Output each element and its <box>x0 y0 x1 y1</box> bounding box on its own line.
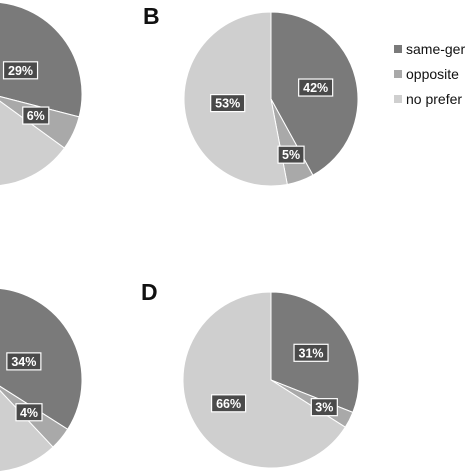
slice-label-text: 5% <box>282 148 300 162</box>
slice-label-text: 53% <box>215 97 240 111</box>
slice-label-box <box>6 352 42 371</box>
panel-letter-d: D <box>141 279 158 305</box>
pie-2-label-same-gender: 42% <box>298 78 334 97</box>
legend-swatch-same-gender <box>394 45 402 53</box>
pie-4-label-opposite: 3% <box>310 398 338 417</box>
pie-3-slice-no-preference <box>0 389 54 472</box>
pie-1-slice-no-preference <box>0 100 66 186</box>
slice-label-box <box>22 106 50 125</box>
slice-label-box <box>15 403 43 422</box>
slice-label-box <box>293 343 329 362</box>
legend-label-same-gender: same-ger <box>406 41 465 57</box>
pie-4-label-no-preference: 66% <box>210 394 247 413</box>
pie-2-label-opposite: 5% <box>277 145 305 164</box>
pie-3-label-same-gender: 34% <box>6 352 42 371</box>
slice-labels-layer: 29% 6% 42% 5% 53% 34% 4% 31% 3% 66% <box>2 61 338 422</box>
pie-1-label-opposite: 6% <box>22 106 50 125</box>
panel-letter-b: B <box>143 3 160 29</box>
pie-2-label-no-preference: 53% <box>210 93 246 113</box>
pie-1-slice-same-gender <box>0 2 83 118</box>
slice-label-text: 6% <box>27 109 45 123</box>
slice-label-text: 34% <box>11 355 36 369</box>
slice-label-box <box>310 398 338 417</box>
pie-4-label-same-gender: 31% <box>293 343 329 362</box>
legend-swatch-opposite <box>394 70 402 78</box>
pie-3-label-opposite: 4% <box>15 403 43 422</box>
slice-label-text: 31% <box>299 346 324 360</box>
slice-label-text: 3% <box>315 401 333 415</box>
legend-label-no-preference: no prefer <box>406 91 462 107</box>
slice-label-text: 42% <box>303 81 328 95</box>
slice-label-text: 4% <box>20 406 38 420</box>
pie-1-label-same-gender: 29% <box>2 61 39 80</box>
slice-label-text: 29% <box>8 64 33 78</box>
legend: same-ger opposite no prefer <box>394 41 465 107</box>
pies-layer <box>0 2 360 472</box>
legend-label-opposite: opposite <box>406 66 459 82</box>
slice-label-box <box>210 93 246 113</box>
slice-label-text: 66% <box>216 397 241 411</box>
pie-4-slice-no-preference <box>182 291 346 469</box>
slice-label-box <box>298 78 334 97</box>
slice-label-box <box>277 145 305 164</box>
legend-swatch-no-preference <box>394 95 402 103</box>
slice-label-box <box>210 394 247 413</box>
slice-label-box <box>2 61 39 80</box>
